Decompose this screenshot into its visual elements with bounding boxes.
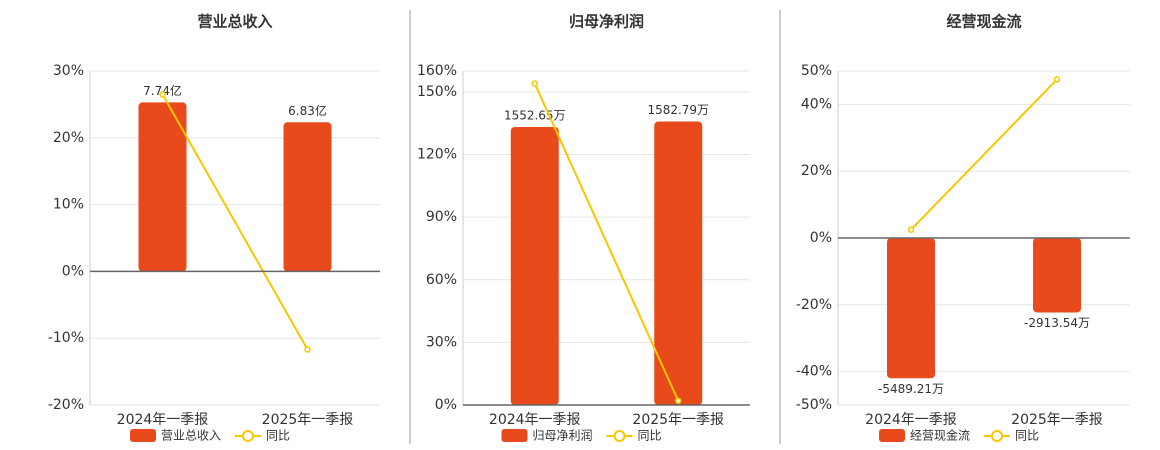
x-tick-label: 2025年一季报: [632, 412, 724, 428]
bar: [283, 122, 332, 272]
legend-swatch: [613, 430, 626, 442]
legend-label: 同比: [266, 429, 290, 443]
data-label: -5489.21万: [878, 382, 944, 396]
line: [161, 93, 309, 351]
data-label: -2913.54万: [1024, 316, 1090, 330]
y-tick-label: -20%: [48, 397, 84, 413]
legend-swatch: [991, 430, 1004, 442]
line-marker: [304, 346, 311, 353]
chart-title: 营业总收入: [197, 13, 272, 31]
legend-swatch: [501, 429, 528, 442]
legend-swatch: [879, 429, 905, 442]
y-tick-label: -40%: [796, 364, 832, 380]
bar: [887, 238, 935, 379]
y-tick-label: 50%: [801, 63, 832, 79]
x-tick-label: 2025年一季报: [1011, 412, 1103, 428]
line-marker: [159, 91, 166, 98]
legend-label: 归母净利润: [533, 429, 593, 443]
line-marker: [531, 80, 538, 87]
bar: [138, 102, 187, 272]
y-tick-label: 10%: [53, 197, 84, 213]
line-marker: [675, 397, 682, 405]
y-tick-label: 120%: [417, 147, 457, 163]
line-marker: [1053, 76, 1061, 83]
y-tick-label: 0%: [810, 230, 832, 246]
legend-label: 营业总收入: [161, 429, 221, 443]
legend-label: 同比: [1015, 429, 1039, 443]
bar: [1033, 238, 1081, 313]
y-tick-label: 20%: [53, 130, 84, 146]
data-label: 1552.65万: [504, 108, 566, 122]
y-tick-label: 30%: [53, 63, 84, 79]
bar: [654, 121, 703, 405]
y-tick-label: 40%: [801, 96, 832, 112]
y-tick-label: 90%: [426, 209, 457, 225]
line: [533, 83, 680, 402]
x-tick-label: 2025年一季报: [262, 412, 354, 428]
line: [910, 78, 1058, 231]
line-marker: [907, 226, 915, 233]
bar: [510, 126, 559, 405]
legend-swatch: [242, 430, 255, 442]
y-tick-label: 160%: [417, 63, 457, 79]
y-tick-label: 150%: [417, 84, 457, 100]
x-tick-label: 2024年一季报: [865, 412, 957, 428]
y-tick-label: -10%: [48, 330, 84, 346]
y-tick-label: 20%: [801, 163, 832, 179]
data-label: 7.74亿: [143, 83, 182, 98]
x-tick-label: 2024年一季报: [117, 412, 209, 428]
chart-title: 归母净利润: [569, 13, 644, 31]
y-tick-label: 0%: [435, 397, 457, 413]
y-tick-label: 0%: [62, 263, 84, 279]
x-tick-label: 2024年一季报: [489, 412, 581, 428]
y-tick-label: 60%: [426, 272, 457, 288]
chart-title: 经营现金流: [946, 13, 1021, 31]
y-tick-label: 30%: [426, 334, 457, 350]
legend-label: 经营现金流: [910, 428, 970, 443]
legend-label: 同比: [638, 429, 662, 443]
data-label: 6.83亿: [288, 103, 327, 118]
data-label: 1582.79万: [647, 103, 709, 117]
y-tick-label: -20%: [796, 297, 832, 313]
y-tick-label: -50%: [796, 397, 832, 413]
legend-swatch: [130, 429, 156, 442]
